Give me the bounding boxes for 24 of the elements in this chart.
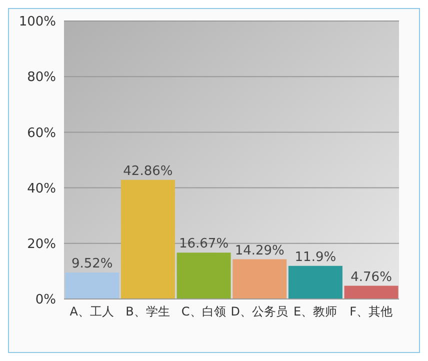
- data-label: 9.52%: [71, 256, 113, 272]
- data-label: 16.67%: [178, 236, 229, 252]
- y-tick-label: 20%: [27, 237, 56, 252]
- bar: [232, 259, 287, 299]
- data-label: 14.29%: [234, 243, 284, 258]
- x-tick-label: C、白领: [181, 304, 226, 319]
- y-tick-label: 60%: [27, 126, 56, 141]
- y-tick-label: 0%: [35, 292, 56, 308]
- x-tick-label: A、工人: [70, 304, 114, 319]
- y-tick-label: 80%: [27, 70, 56, 86]
- y-tick-label: 100%: [18, 14, 56, 30]
- x-tick-label: F、其他: [350, 304, 393, 319]
- x-tick-label: D、公务员: [230, 304, 288, 319]
- data-label: 11.9%: [294, 250, 336, 265]
- bar: [65, 272, 120, 299]
- y-tick-label: 40%: [27, 181, 56, 196]
- x-tick-label: E、教师: [293, 304, 338, 319]
- data-label: 42.86%: [123, 164, 173, 179]
- data-label: 4.76%: [350, 270, 392, 285]
- x-tick-label: B、学生: [126, 304, 170, 319]
- bar: [120, 180, 175, 299]
- bar: [176, 252, 231, 299]
- bar: [344, 286, 398, 299]
- bar: [288, 266, 342, 299]
